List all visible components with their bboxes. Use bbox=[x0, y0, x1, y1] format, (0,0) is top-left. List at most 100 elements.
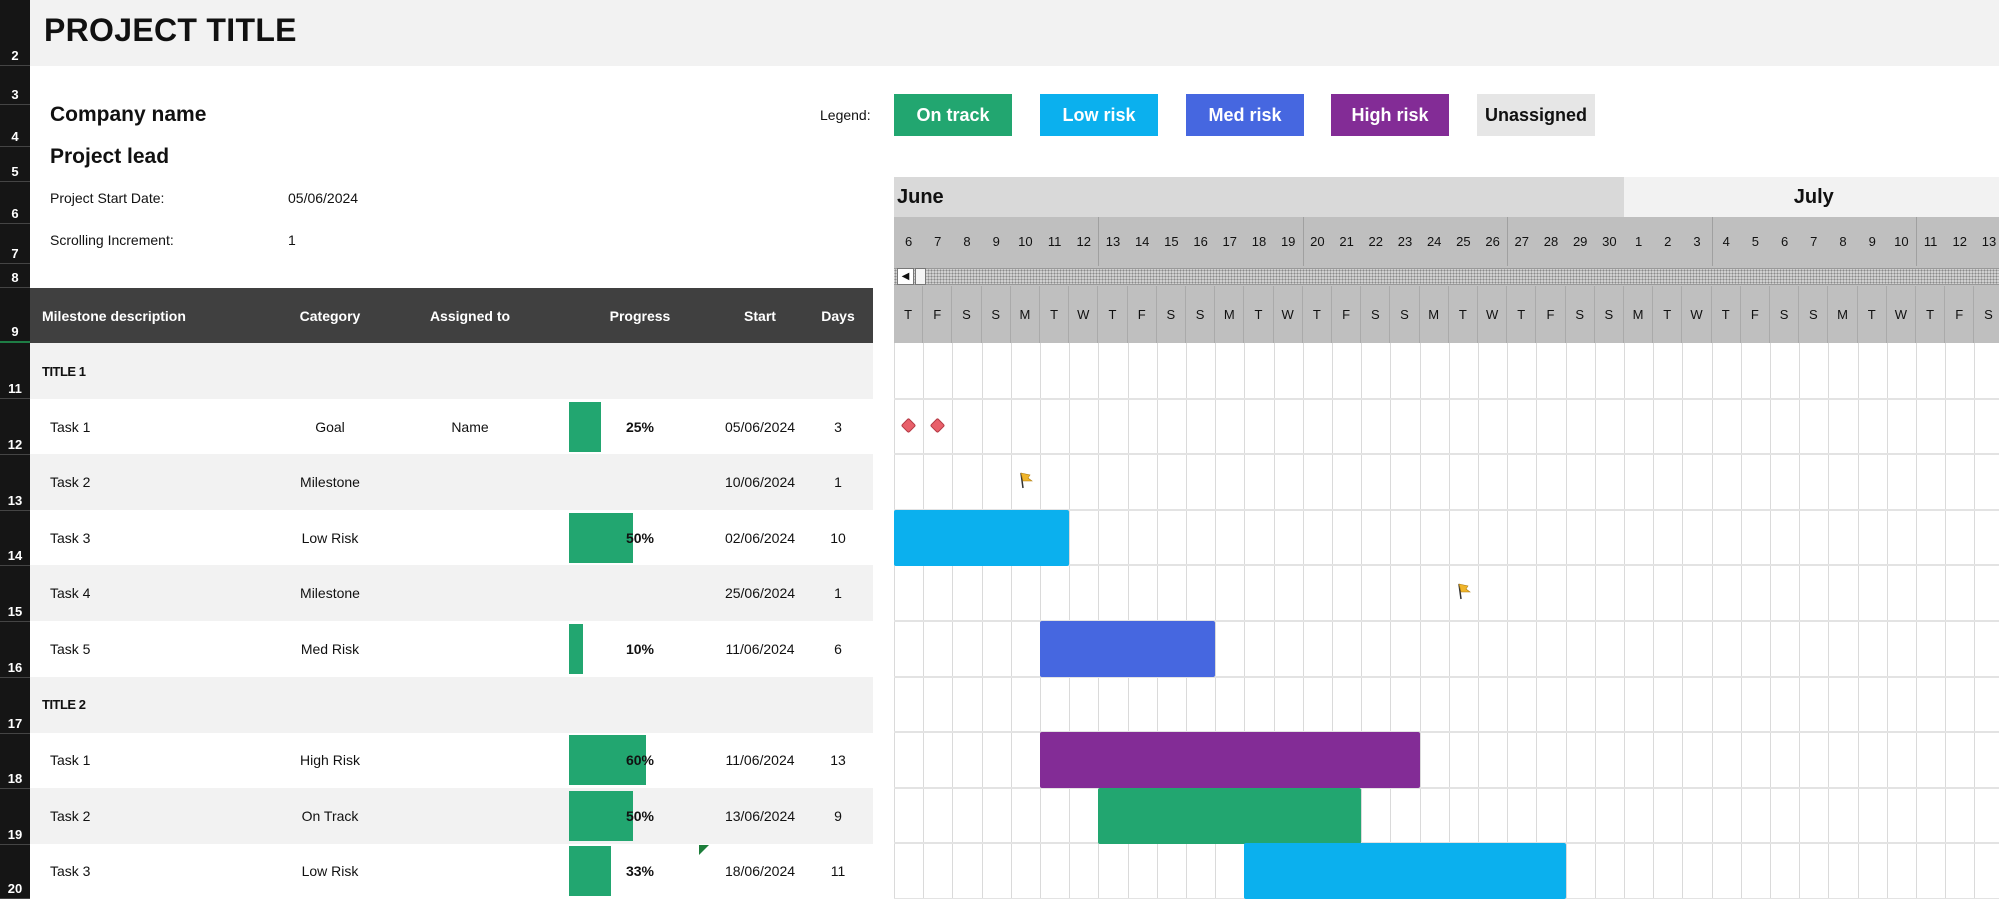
task-description[interactable]: Task 1 bbox=[50, 418, 91, 435]
project-title[interactable]: PROJECT TITLE bbox=[44, 12, 297, 48]
task-days[interactable]: 9 bbox=[834, 807, 842, 824]
task-progress[interactable]: 50% bbox=[625, 529, 655, 546]
task-row: Task 1 High Risk 60% 11/06/2024 13 bbox=[30, 732, 873, 788]
task-category[interactable]: Milestone bbox=[300, 474, 360, 491]
task-start-date[interactable]: 11/06/2024 bbox=[725, 752, 795, 769]
task-assigned-to[interactable] bbox=[395, 732, 545, 788]
section-title[interactable]: TITLE 1 bbox=[42, 363, 86, 379]
task-start-date[interactable]: 05/06/2024 bbox=[724, 418, 796, 435]
date-cell: 20 bbox=[1310, 234, 1325, 249]
row-number[interactable]: 5 bbox=[0, 147, 30, 182]
task-description[interactable]: Task 1 bbox=[50, 752, 91, 769]
task-category[interactable]: On Track bbox=[301, 807, 359, 824]
col-header-progress[interactable]: Progress bbox=[609, 307, 671, 324]
task-start-date[interactable]: 18/06/2024 bbox=[724, 863, 796, 880]
row-number[interactable]: 2 bbox=[0, 0, 30, 66]
task-progress[interactable]: 33% bbox=[625, 863, 655, 880]
company-name[interactable]: Company name bbox=[50, 103, 207, 126]
task-progress[interactable]: 10% bbox=[625, 641, 655, 657]
task-category[interactable]: Milestone bbox=[300, 585, 360, 602]
task-assigned-to[interactable] bbox=[395, 843, 545, 899]
task-category[interactable]: Low Risk bbox=[301, 529, 359, 546]
col-header-assigned[interactable]: Assigned to bbox=[429, 307, 511, 324]
task-days[interactable]: 6 bbox=[834, 641, 842, 657]
gantt-bar[interactable] bbox=[894, 509, 1070, 566]
task-description[interactable]: Task 2 bbox=[50, 807, 91, 824]
task-assigned-to[interactable] bbox=[395, 621, 545, 677]
row-number[interactable]: 8 bbox=[0, 264, 30, 288]
gantt-bar[interactable] bbox=[1040, 621, 1216, 677]
task-category[interactable]: Low Risk bbox=[301, 863, 359, 880]
gantt-bar[interactable] bbox=[1244, 843, 1566, 899]
row-number[interactable]: 3 bbox=[0, 66, 30, 105]
task-days[interactable]: 13 bbox=[830, 752, 846, 769]
task-assigned-to[interactable] bbox=[395, 454, 545, 510]
task-description[interactable]: Task 4 bbox=[50, 585, 91, 602]
task-description[interactable]: Task 3 bbox=[50, 863, 91, 880]
task-progress[interactable]: 25% bbox=[625, 418, 655, 435]
task-assigned-to[interactable] bbox=[395, 510, 545, 566]
task-category[interactable]: Goal bbox=[315, 418, 345, 435]
row-number[interactable]: 18 bbox=[0, 734, 30, 789]
row-number[interactable]: 4 bbox=[0, 105, 30, 147]
gantt-bar[interactable] bbox=[1040, 732, 1420, 789]
task-days[interactable]: 11 bbox=[830, 863, 846, 880]
task-start-date[interactable]: 10/06/2024 bbox=[724, 474, 796, 491]
col-header-category[interactable]: Category bbox=[299, 307, 361, 324]
scrollbar-track[interactable] bbox=[894, 268, 1999, 285]
task-days[interactable]: 1 bbox=[834, 474, 842, 491]
col-header-days[interactable]: Days bbox=[821, 307, 855, 324]
task-start-date[interactable]: 25/06/2024 bbox=[724, 585, 796, 602]
legend-item-high-risk: High risk bbox=[1331, 94, 1449, 136]
scrollbar-thumb[interactable] bbox=[915, 268, 926, 285]
task-description[interactable]: Task 3 bbox=[50, 529, 91, 546]
row-number[interactable]: 6 bbox=[0, 182, 30, 224]
date-cell: 5 bbox=[1751, 234, 1759, 249]
task-days[interactable]: 3 bbox=[834, 418, 842, 435]
row-number[interactable]: 15 bbox=[0, 566, 30, 622]
row-number[interactable]: 14 bbox=[0, 511, 30, 566]
timeline-scrollbar[interactable]: ◀ bbox=[894, 266, 1999, 286]
section-title[interactable]: TITLE 2 bbox=[42, 697, 86, 713]
row-number[interactable]: 13 bbox=[0, 455, 30, 511]
task-row: Task 3 Low Risk 33% 18/06/2024 11 bbox=[30, 843, 873, 899]
col-header-milestone[interactable]: Milestone description bbox=[42, 307, 186, 324]
task-progress[interactable]: 50% bbox=[625, 807, 655, 824]
weekday-cell: T bbox=[1653, 286, 1683, 343]
task-progress[interactable] bbox=[580, 565, 700, 621]
date-cell: 13 bbox=[1105, 234, 1121, 249]
row-number[interactable]: 19 bbox=[0, 789, 30, 845]
task-category[interactable]: Med Risk bbox=[300, 641, 360, 657]
project-lead[interactable]: Project lead bbox=[50, 145, 170, 168]
date-cell: 19 bbox=[1280, 234, 1296, 249]
scroll-left-button[interactable]: ◀ bbox=[897, 268, 914, 285]
task-assigned-to[interactable] bbox=[395, 565, 545, 621]
row-number[interactable]: 17 bbox=[0, 678, 30, 734]
task-days[interactable]: 10 bbox=[830, 529, 846, 546]
task-days[interactable]: 1 bbox=[834, 585, 842, 602]
task-assigned-to[interactable] bbox=[395, 788, 545, 844]
row-number[interactable]: 9 bbox=[0, 288, 30, 343]
month-row: June July bbox=[894, 177, 1999, 217]
row-number[interactable]: 7 bbox=[0, 224, 30, 264]
task-progress[interactable] bbox=[580, 454, 700, 510]
start-date-value[interactable]: 05/06/2024 bbox=[288, 190, 359, 206]
scroll-increment-value[interactable]: 1 bbox=[288, 232, 296, 248]
col-header-start[interactable]: Start bbox=[744, 307, 776, 324]
gantt-bar[interactable] bbox=[1098, 787, 1362, 844]
task-start-date[interactable]: 11/06/2024 bbox=[725, 641, 795, 657]
task-start-date[interactable]: 13/06/2024 bbox=[724, 807, 796, 824]
row-number[interactable]: 11 bbox=[0, 343, 30, 399]
task-progress[interactable]: 60% bbox=[625, 752, 655, 769]
task-assigned-to[interactable]: Name bbox=[451, 418, 489, 435]
task-start-date[interactable]: 02/06/2024 bbox=[724, 529, 796, 546]
row-number[interactable]: 16 bbox=[0, 622, 30, 678]
date-cell: 26 bbox=[1485, 234, 1500, 249]
comment-indicator-icon[interactable] bbox=[699, 845, 709, 855]
row-number[interactable]: 12 bbox=[0, 399, 30, 455]
task-description[interactable]: Task 5 bbox=[50, 641, 91, 657]
task-description[interactable]: Task 2 bbox=[50, 474, 91, 491]
task-category[interactable]: High Risk bbox=[300, 752, 360, 769]
row-number[interactable]: 20 bbox=[0, 845, 30, 899]
